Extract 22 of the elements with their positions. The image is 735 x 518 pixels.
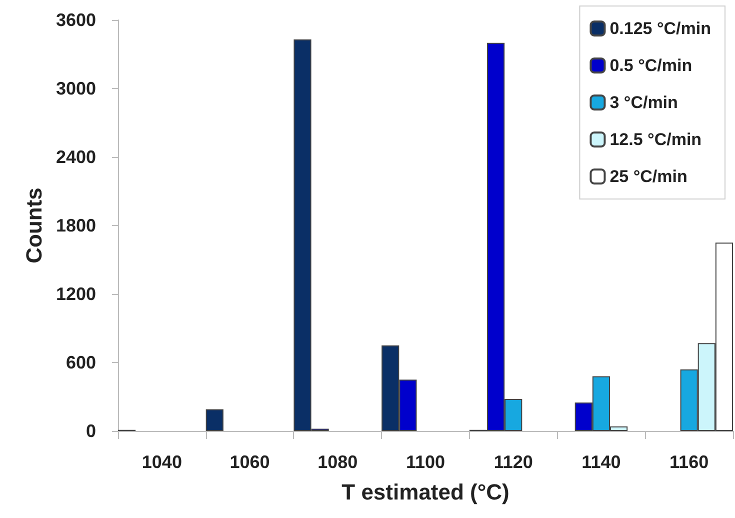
legend-label: 0.5 °C/min (610, 56, 692, 75)
x-axis-title: T estimated (°C) (342, 480, 510, 504)
legend-label: 0.125 °C/min (610, 19, 712, 38)
legend-label: 3 °C/min (610, 93, 678, 112)
y-tick-label: 2400 (56, 147, 96, 167)
legend-label: 25 °C/min (610, 167, 688, 186)
y-tick-label: 600 (66, 352, 96, 372)
y-tick-label: 0 (86, 421, 96, 441)
x-tick-label: 1160 (670, 452, 709, 472)
bar (206, 409, 224, 431)
x-tick-label: 1120 (494, 452, 533, 472)
y-axis-title: Counts (22, 188, 47, 264)
x-tick-label: 1040 (142, 452, 182, 472)
y-tick-label: 1200 (56, 284, 96, 304)
x-tick-label: 1080 (318, 452, 358, 472)
x-tick-label: 1060 (230, 452, 270, 472)
x-tick-label: 1100 (406, 452, 446, 472)
x-tick-label: 1140 (582, 452, 621, 472)
y-tick-label: 1800 (56, 216, 96, 236)
y-tick-label: 3000 (56, 78, 96, 98)
legend-label: 12.5 °C/min (610, 130, 702, 149)
y-tick-label: 3600 (56, 10, 96, 30)
